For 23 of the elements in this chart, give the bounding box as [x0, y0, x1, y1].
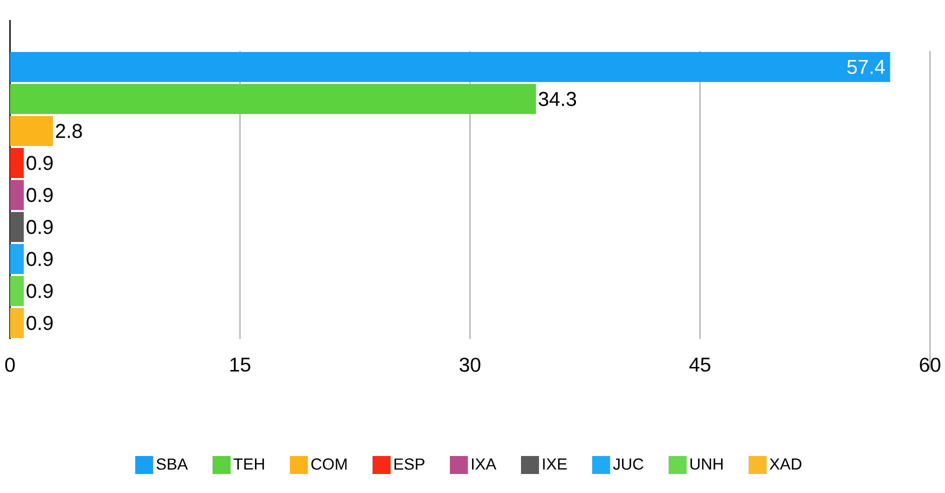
- legend-label: ESP: [394, 458, 424, 470]
- data-label: 2.8: [56, 124, 82, 138]
- legend-label: UNH: [690, 458, 723, 470]
- x-tick-label: 30: [460, 358, 480, 372]
- legend-label: SBA: [156, 458, 188, 470]
- x-tick-label: 0: [5, 358, 15, 372]
- data-label: 0.9: [26, 220, 53, 234]
- data-label: 0.9: [26, 284, 53, 298]
- x-tick-label: 45: [689, 358, 710, 372]
- x-tick-label: 60: [920, 358, 940, 372]
- legend-label: JUC: [613, 458, 644, 470]
- data-label: 0.9: [26, 156, 53, 170]
- data-label: 0.9: [26, 252, 53, 266]
- data-label: 0.9: [26, 316, 53, 330]
- legend-label: COM: [311, 458, 347, 470]
- data-label: 0.9: [26, 188, 53, 202]
- x-tick-label: 15: [230, 358, 250, 372]
- legend-label: IXE: [543, 458, 567, 470]
- data-label: 57.4: [847, 60, 885, 74]
- legend-label: XAD: [770, 458, 802, 470]
- legend-label: IXA: [472, 458, 496, 470]
- legend-label: TEH: [234, 458, 264, 470]
- data-label: 34.3: [538, 92, 576, 106]
